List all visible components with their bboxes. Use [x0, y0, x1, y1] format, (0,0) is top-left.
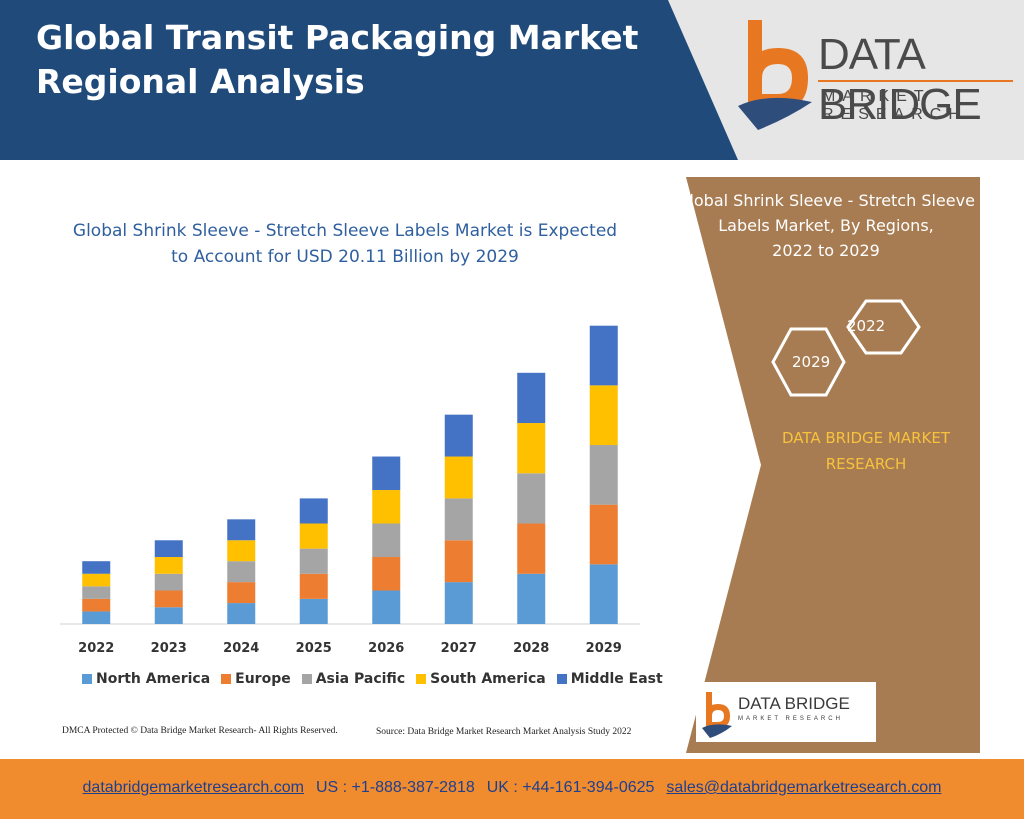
bar-2024-north-america — [227, 603, 256, 624]
page-title: Global Transit Packaging Market Regional… — [36, 16, 676, 104]
hexagon-2022-icon — [846, 299, 921, 355]
bar-2023-south-america — [154, 557, 183, 574]
bar-2028-asia-pacific — [517, 473, 546, 524]
side-title-line2: Labels Market, By Regions, — [718, 216, 934, 235]
bar-2027-europe — [444, 540, 473, 583]
legend-swatch — [416, 674, 427, 684]
bar-2022-middle-east-and-africa — [82, 561, 111, 574]
bar-2029-south-america — [589, 385, 618, 446]
x-tick-label: 2027 — [441, 641, 477, 656]
bar-2022-asia-pacific — [82, 586, 111, 599]
legend-item: North America — [82, 671, 210, 687]
side-brand-line2: RESEARCH — [825, 455, 907, 473]
x-tick-label: 2025 — [296, 641, 332, 656]
bar-2026-europe — [372, 557, 401, 591]
bar-2027-asia-pacific — [444, 498, 473, 541]
x-tick-label: 2029 — [586, 641, 622, 656]
bar-2022-south-america — [82, 573, 111, 587]
legend-swatch — [301, 674, 312, 684]
bar-2023-europe — [154, 590, 183, 608]
legend-item: South America — [416, 671, 546, 687]
legend-label: Asia Pacific — [315, 671, 406, 687]
side-panel-title: Global Shrink Sleeve - Stretch Sleeve La… — [676, 188, 976, 263]
bar-2028-north-america — [517, 573, 546, 624]
mini-logo-tagline: MARKET RESEARCH — [738, 716, 843, 722]
bar-2027-south-america — [444, 456, 473, 499]
chart-title-line2: to Account for USD 20.11 Billion by 2029 — [171, 247, 519, 267]
bar-2029-middle-east-and-africa — [589, 325, 618, 386]
x-tick-label: 2022 — [78, 641, 114, 656]
side-title-line1: Global Shrink Sleeve - Stretch Sleeve — [677, 191, 975, 210]
bar-2027-middle-east-and-africa — [444, 414, 473, 457]
page-title-line1: Global Transit Packaging Market — [36, 18, 639, 57]
website-link[interactable]: databridgemarketresearch.com — [82, 779, 304, 796]
hexagon-2029-label: 2029 — [792, 353, 831, 371]
bar-2025-north-america — [299, 598, 328, 624]
side-title-line3: 2022 to 2029 — [772, 241, 880, 260]
bar-2024-middle-east-and-africa — [227, 519, 256, 541]
bar-2024-europe — [227, 582, 256, 604]
page-title-line2: Regional Analysis — [36, 62, 365, 101]
legend-item: Europe — [221, 671, 291, 687]
logo-tagline: MARKET RESEARCH — [822, 88, 967, 123]
footer — [0, 759, 1024, 819]
bar-2029-europe — [589, 504, 618, 565]
x-tick-label: 2026 — [368, 641, 404, 656]
legend-label: Europe — [235, 671, 291, 687]
legend-swatch — [556, 674, 567, 684]
chart-legend: North America Europe Asia Pacific South Ame… — [82, 671, 748, 687]
stacked-bar-chart: 2022 2023 2024 2025 2026 2027 2028 2029 — [60, 325, 640, 656]
bar-2025-south-america — [299, 523, 328, 549]
mini-logo-brand: DATA BRIDGE — [738, 694, 850, 713]
x-tick-label: 2028 — [513, 641, 549, 656]
bar-2024-south-america — [227, 540, 256, 562]
hexagon-2029-icon — [771, 327, 846, 397]
chart-title-line1: Global Shrink Sleeve - Stretch Sleeve La… — [72, 221, 618, 241]
hexagon-2022-label: 2022 — [847, 317, 886, 335]
chart-title: Global Shrink Sleeve - Stretch Sleeve La… — [40, 218, 650, 270]
bar-2025-europe — [299, 573, 328, 599]
bar-2024-asia-pacific — [227, 561, 256, 583]
legend-swatch — [221, 674, 232, 684]
header-band — [0, 0, 738, 160]
bar-2026-north-america — [372, 590, 401, 624]
bar-2025-middle-east-and-africa — [299, 498, 328, 524]
bar-2027-north-america — [444, 582, 473, 624]
bar-2023-middle-east-and-africa — [154, 540, 183, 558]
bar-2022-europe — [82, 598, 111, 612]
bar-2023-asia-pacific — [154, 573, 183, 591]
x-tick-label: 2023 — [151, 641, 187, 656]
footer-contacts: databridgemarketresearch.com US : +1-888-… — [0, 779, 1024, 797]
us-phone: US : +1-888-387-2818 — [315, 779, 475, 796]
side-brand-line1: DATA BRIDGE MARKET — [781, 429, 951, 447]
bar-2028-middle-east-and-africa — [517, 372, 546, 424]
uk-phone: UK : +44-161-394-0625 — [486, 779, 655, 796]
mini-logo-icon — [702, 692, 732, 738]
logo-divider — [818, 80, 1013, 82]
bar-2026-south-america — [372, 490, 401, 524]
dmca-notice: DMCA Protected © Data Bridge Market Rese… — [62, 726, 338, 736]
legend-label: North America — [96, 671, 211, 687]
side-brand: DATA BRIDGE MARKET RESEARCH — [756, 425, 976, 477]
legend-item: Asia Pacific — [301, 671, 406, 687]
bar-2029-asia-pacific — [589, 445, 618, 505]
bar-2026-asia-pacific — [372, 523, 401, 558]
bar-2028-europe — [517, 523, 546, 574]
legend-label: South America — [430, 671, 546, 687]
bar-2022-north-america — [82, 611, 111, 624]
bar-2026-middle-east-and-africa — [372, 456, 401, 491]
bar-2025-asia-pacific — [299, 548, 328, 574]
source-note: Source: Data Bridge Market Research Mark… — [376, 727, 632, 737]
bar-2028-south-america — [517, 423, 546, 474]
bar-2029-north-america — [589, 564, 618, 624]
bar-2023-north-america — [154, 607, 183, 624]
data-bridge-logo-icon — [738, 20, 812, 130]
logo-brand: DATA BRIDGE — [818, 30, 982, 129]
x-tick-label: 2024 — [223, 641, 259, 656]
legend-swatch — [82, 674, 92, 684]
email-link[interactable]: sales@databridgemarketresearch.com — [666, 779, 942, 796]
